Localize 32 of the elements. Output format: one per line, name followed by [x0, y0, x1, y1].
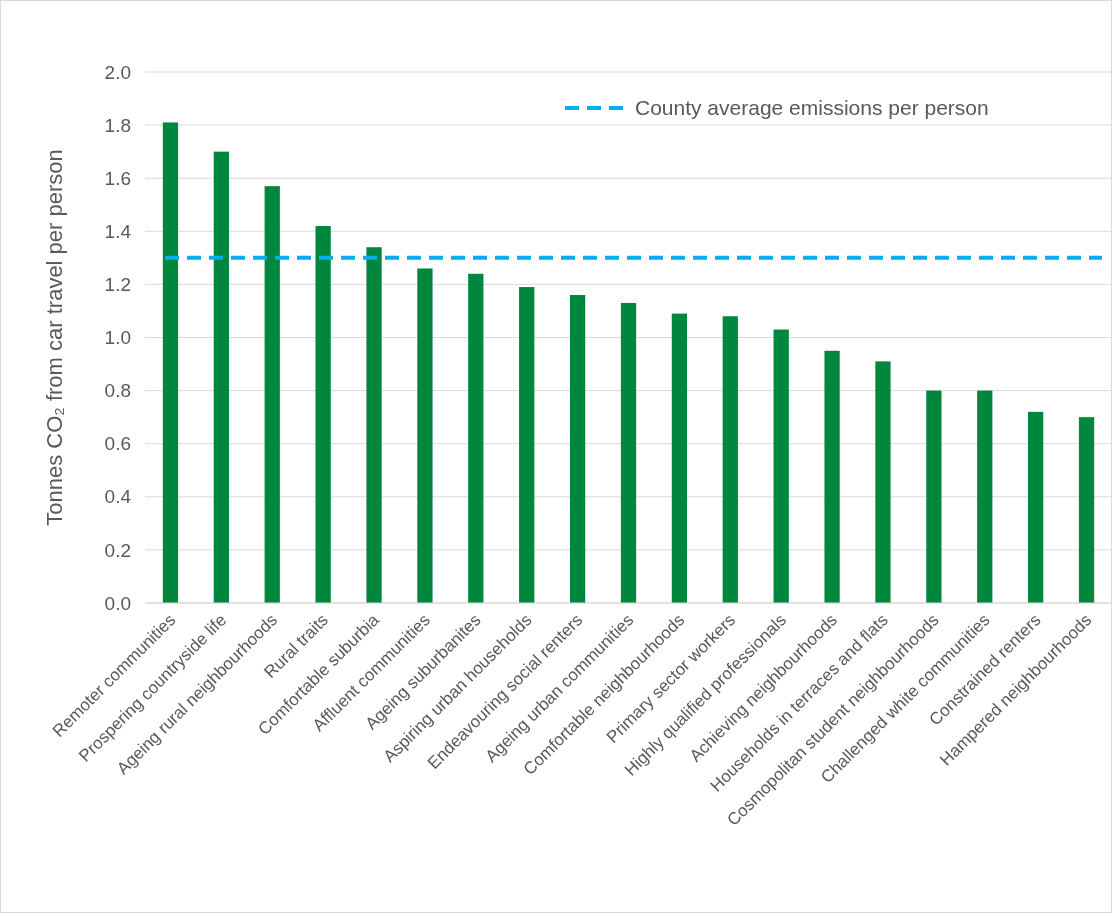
bar	[824, 350, 840, 603]
bar	[366, 247, 382, 603]
bar	[875, 361, 891, 603]
bar	[773, 329, 789, 603]
bar	[519, 287, 535, 603]
bar	[1078, 417, 1095, 603]
bar	[671, 313, 688, 603]
y-tick-label: 2.0	[104, 61, 131, 83]
bar	[722, 316, 738, 603]
bar	[264, 186, 280, 603]
y-tick-label: 1.0	[104, 327, 131, 349]
bar	[213, 151, 229, 603]
y-tick-label: 1.6	[104, 167, 131, 189]
bar	[315, 225, 331, 603]
bar	[468, 273, 484, 603]
y-tick-label: 1.2	[104, 274, 131, 296]
bar	[569, 295, 586, 603]
y-tick-label: 0.2	[104, 539, 131, 561]
bar	[977, 390, 993, 603]
y-tick-label: 0.6	[104, 433, 131, 455]
y-tick-label: 0.4	[104, 486, 132, 508]
bar	[417, 268, 433, 603]
y-axis-title: Tonnes CO₂ from car travel per person	[42, 149, 67, 526]
y-tick-label: 1.4	[104, 220, 132, 242]
y-tick-label: 1.8	[104, 114, 131, 136]
bar	[926, 390, 942, 603]
bar	[1028, 411, 1044, 603]
y-tick-label: 0.0	[104, 592, 131, 614]
bar	[162, 122, 179, 603]
bar	[620, 302, 637, 603]
y-tick-label: 0.8	[104, 380, 131, 402]
legend-label: County average emissions per person	[635, 96, 989, 120]
